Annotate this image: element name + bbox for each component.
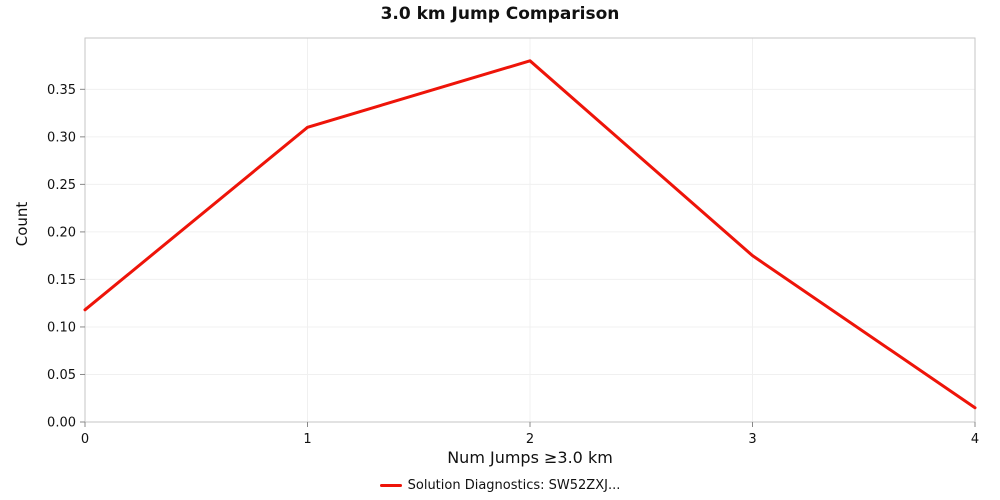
y-tick-label: 0.00: [47, 416, 76, 431]
x-tick-label: 3: [748, 432, 756, 447]
line-chart: 0.00 0.05 0.10 0.15 0.20 0.25 0.30 0.35 0 1 2 3 4: [47, 37, 979, 447]
y-tick-label: 0.25: [47, 178, 76, 193]
x-tick-label: 2: [526, 432, 534, 447]
y-tick-label: 0.15: [47, 273, 76, 288]
legend-label: Solution Diagnostics: SW52ZXJ...: [407, 478, 621, 493]
y-tick-label: 0.35: [47, 83, 76, 98]
x-axis-label: Num Jumps ≥3.0 km: [447, 448, 613, 467]
y-tick-label: 0.30: [47, 130, 76, 145]
y-tick-label: 0.05: [47, 368, 76, 383]
x-tick-label: 4: [971, 432, 979, 447]
gridlines: [84, 38, 976, 423]
series-line: [83, 59, 977, 410]
axes: [80, 37, 976, 427]
tick-labels: 0.00 0.05 0.10 0.15 0.20 0.25 0.30 0.35 0 1 2 3 4: [47, 83, 979, 447]
legend-line-swatch: [379, 484, 402, 487]
x-tick-label: 0: [81, 432, 89, 447]
x-tick-label: 1: [303, 432, 311, 447]
y-tick-label: 0.10: [47, 320, 76, 335]
chart-title: 3.0 km Jump Comparison: [380, 4, 620, 24]
y-tick-label: 0.20: [47, 225, 76, 240]
plot-area: 0.00 0.05 0.10 0.15 0.20 0.25 0.30 0.35 0 1 2 3 4: [0, 28, 1000, 452]
legend: Solution Diagnostics: SW52ZXJ...: [0, 478, 1000, 493]
series: [83, 59, 977, 410]
